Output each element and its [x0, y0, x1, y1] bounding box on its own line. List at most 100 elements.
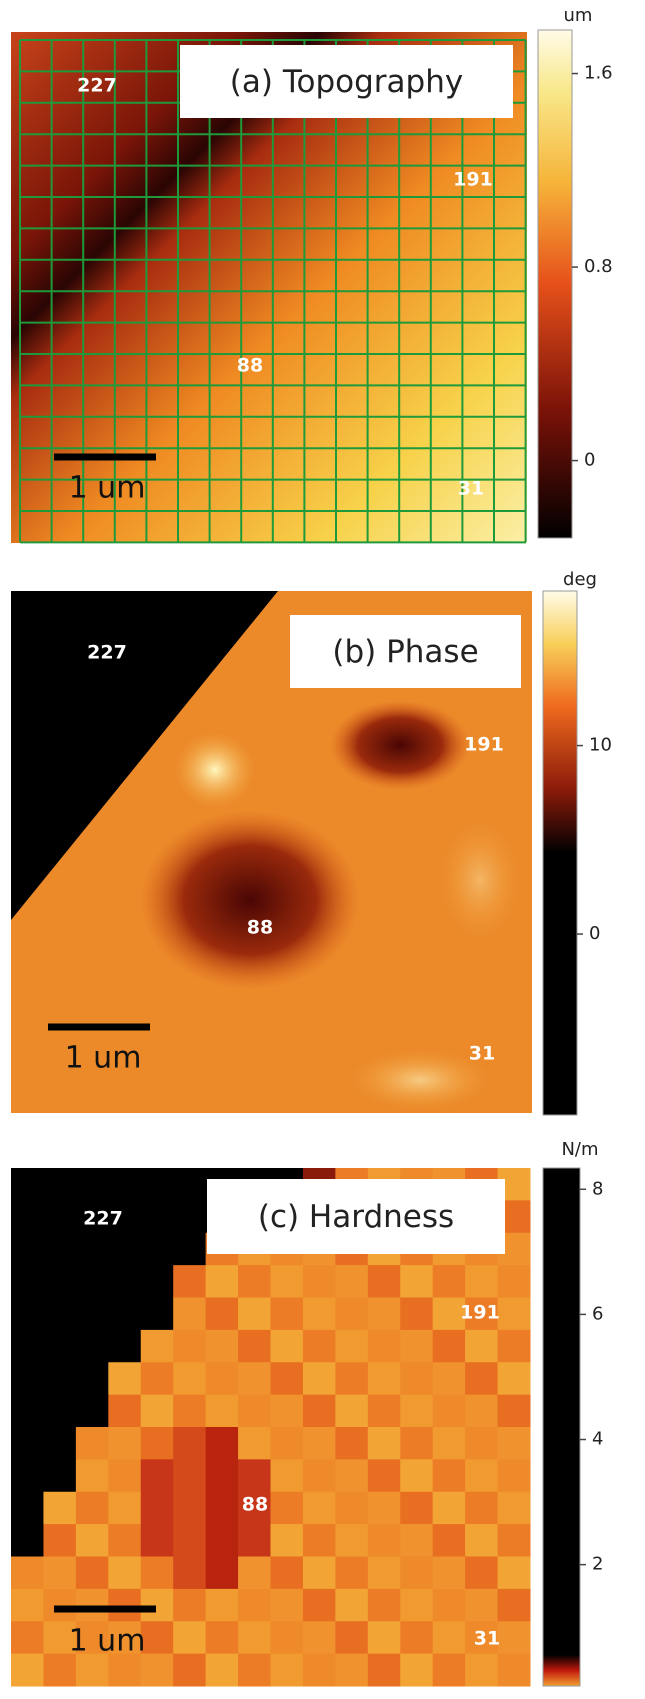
hardness-cell [433, 1427, 466, 1460]
hardness-cell [108, 1265, 141, 1298]
hardness-cell [368, 1395, 401, 1428]
hardness-cell [465, 1654, 498, 1687]
point-label: 31 [469, 1043, 495, 1065]
hardness-cell [271, 1265, 304, 1298]
point-label: 31 [474, 1628, 500, 1650]
panel-title: (c) Hardness [258, 1199, 454, 1235]
hardness-cell [433, 1395, 466, 1428]
hardness-cell [206, 1330, 239, 1363]
hardness-cell [400, 1265, 433, 1298]
hardness-cell [271, 1621, 304, 1654]
hardness-cell [465, 1524, 498, 1557]
hardness-cell [335, 1654, 368, 1687]
hardness-cell [335, 1492, 368, 1525]
hardness-cell [498, 1298, 531, 1331]
point-label: 88 [247, 917, 273, 939]
hardness-cell [76, 1654, 109, 1687]
hardness-cell [335, 1621, 368, 1654]
hardness-cell [303, 1459, 336, 1492]
hardness-cell [11, 1395, 44, 1428]
hardness-cell [173, 1298, 206, 1331]
hardness-cell [173, 1654, 206, 1687]
hardness-cell [11, 1200, 44, 1233]
colorbar-tick-label: 0 [584, 450, 595, 471]
hardness-cell [206, 1621, 239, 1654]
hardness-cell [108, 1589, 141, 1622]
hardness-cell [238, 1589, 271, 1622]
point-label: 31 [458, 478, 484, 500]
scale-bar-label: 1 um [65, 1041, 142, 1076]
hardness-cell [498, 1362, 531, 1395]
hardness-cell [173, 1200, 206, 1233]
scale-bar-label: 1 um [69, 1624, 146, 1659]
colorbar [538, 30, 572, 538]
hardness-cell [238, 1265, 271, 1298]
hardness-cell [206, 1298, 239, 1331]
colorbar-tick-label: 4 [592, 1429, 603, 1450]
hardness-cell [108, 1524, 141, 1557]
hardness-cell [368, 1654, 401, 1687]
hardness-cell [76, 1427, 109, 1460]
hardness-cell [271, 1427, 304, 1460]
hardness-cell [368, 1524, 401, 1557]
hardness-cell [11, 1265, 44, 1298]
hardness-cell [76, 1589, 109, 1622]
hardness-cell [400, 1298, 433, 1331]
hardness-cell [76, 1168, 109, 1201]
hardness-cell [400, 1589, 433, 1622]
colorbar-unit: deg [563, 569, 597, 590]
hardness-cell [498, 1524, 531, 1557]
point-label: 227 [77, 75, 117, 97]
hardness-cell [76, 1233, 109, 1266]
hardness-cell [173, 1524, 206, 1557]
hardness-cell [141, 1265, 174, 1298]
hardness-cell [433, 1362, 466, 1395]
hardness-cell [400, 1362, 433, 1395]
hardness-cell [238, 1298, 271, 1331]
hardness-cell [141, 1330, 174, 1363]
hardness-cell [465, 1459, 498, 1492]
colorbar-tick-label: 2 [592, 1554, 603, 1575]
hardness-cell [11, 1427, 44, 1460]
hardness-cell [11, 1589, 44, 1622]
hardness-cell [173, 1168, 206, 1201]
hardness-cell [433, 1621, 466, 1654]
hardness-cell [108, 1557, 141, 1590]
hardness-cell [303, 1654, 336, 1687]
hardness-cell [11, 1298, 44, 1331]
hardness-cell [141, 1589, 174, 1622]
hardness-cell [433, 1654, 466, 1687]
hardness-cell [173, 1589, 206, 1622]
hardness-cell [43, 1298, 76, 1331]
hardness-cell [465, 1427, 498, 1460]
scale-bar-label: 1 um [69, 471, 146, 506]
hardness-cell [206, 1557, 239, 1590]
hardness-cell [173, 1330, 206, 1363]
hardness-cell [141, 1654, 174, 1687]
hardness-cell [141, 1168, 174, 1201]
hardness-cell [238, 1557, 271, 1590]
hardness-cell [335, 1524, 368, 1557]
hardness-cell [335, 1557, 368, 1590]
hardness-cell [498, 1492, 531, 1525]
hardness-cell [238, 1362, 271, 1395]
hardness-cell [400, 1557, 433, 1590]
hardness-cell [303, 1557, 336, 1590]
hardness-cell [173, 1459, 206, 1492]
hardness-cell [76, 1524, 109, 1557]
hardness-cell [498, 1265, 531, 1298]
hardness-cell [400, 1427, 433, 1460]
hardness-cell [141, 1492, 174, 1525]
hardness-cell [141, 1524, 174, 1557]
hardness-cell [303, 1524, 336, 1557]
hardness-cell [141, 1200, 174, 1233]
hardness-cell [238, 1395, 271, 1428]
hardness-cell [43, 1330, 76, 1363]
hardness-cell [271, 1589, 304, 1622]
hardness-cell [271, 1395, 304, 1428]
hardness-cell [43, 1459, 76, 1492]
hardness-cell [108, 1168, 141, 1201]
hardness-cell [43, 1265, 76, 1298]
hardness-cell [206, 1492, 239, 1525]
hardness-cell [400, 1459, 433, 1492]
